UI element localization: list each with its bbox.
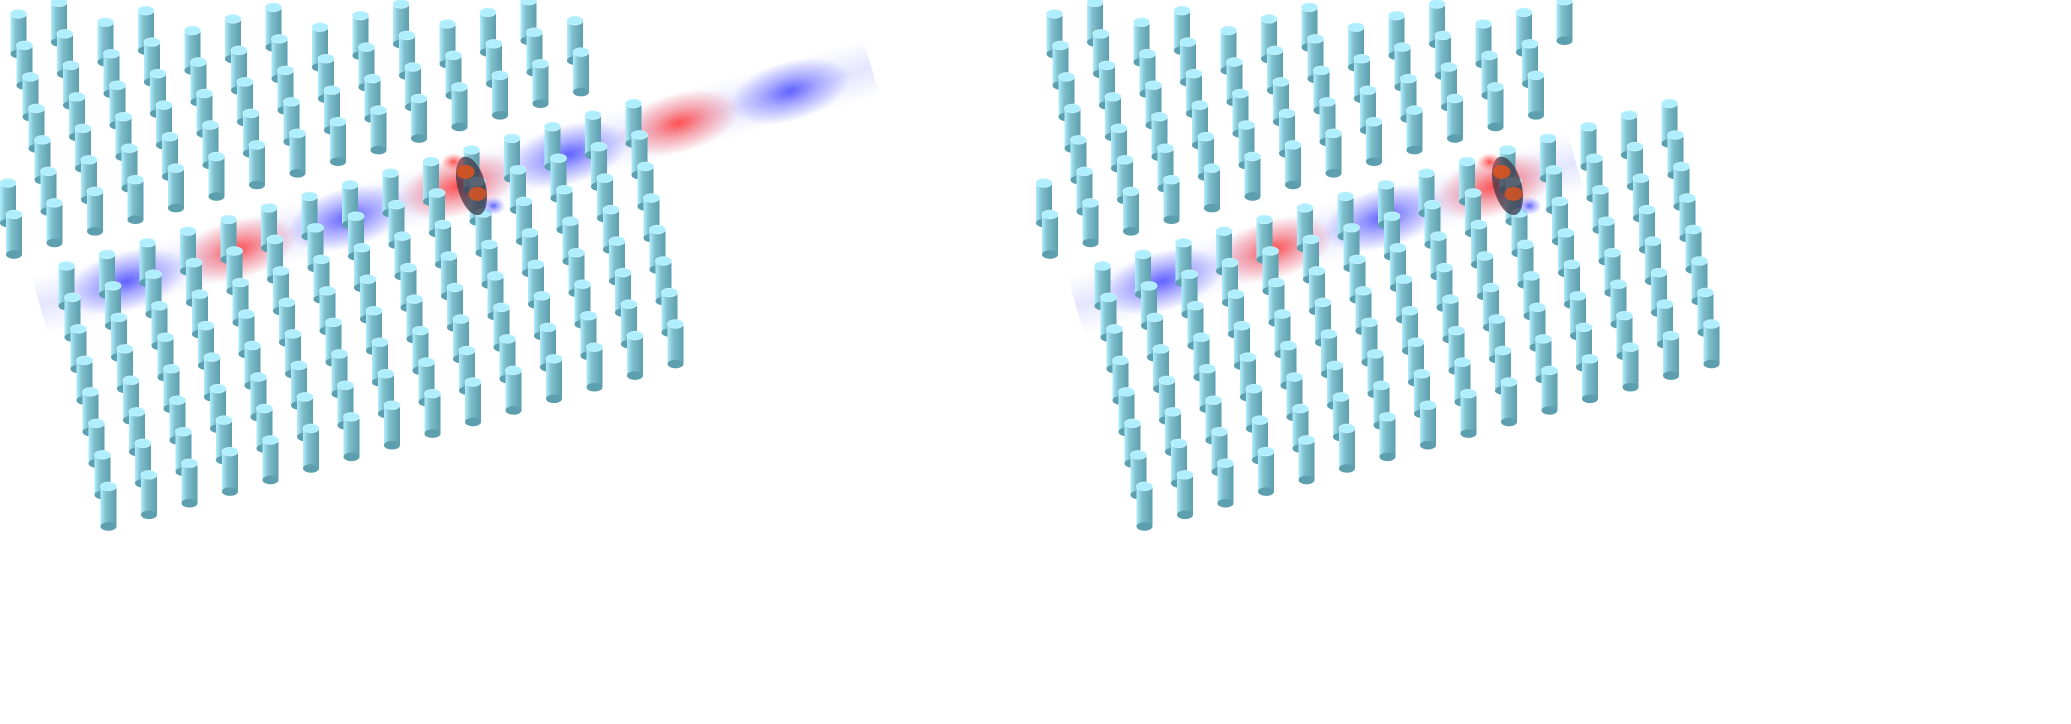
rod-pillar bbox=[208, 151, 225, 201]
rod-pillar bbox=[1176, 470, 1194, 520]
rod-pillar bbox=[451, 82, 468, 132]
rod-pillar bbox=[329, 116, 347, 167]
rod-pillar bbox=[100, 481, 117, 531]
rod-pillar bbox=[1122, 186, 1140, 236]
rod-pillar bbox=[424, 388, 441, 438]
rod-pillar bbox=[586, 342, 603, 392]
rod-pillar bbox=[248, 140, 266, 190]
rod-pillar bbox=[464, 377, 482, 427]
lattice-illustration-right bbox=[1036, 0, 1720, 531]
rod-pillar bbox=[1379, 412, 1396, 462]
rod-pillar bbox=[86, 186, 104, 236]
rod-pillar bbox=[1163, 174, 1180, 225]
rod-pillar bbox=[1284, 140, 1302, 190]
rod-pillar bbox=[1556, 0, 1573, 46]
rod-pillar bbox=[127, 174, 144, 225]
rod-pillar bbox=[545, 354, 563, 404]
rod-pillar bbox=[1244, 151, 1261, 201]
rod-pillar bbox=[1082, 198, 1099, 248]
rod-pillar bbox=[46, 198, 63, 248]
panel-left bbox=[0, 0, 1035, 724]
rod-pillar bbox=[1298, 435, 1315, 485]
rod-pillar bbox=[1203, 163, 1221, 213]
rod-pillar bbox=[1581, 354, 1599, 404]
rod-pillar bbox=[1446, 93, 1464, 143]
rod-pillar bbox=[167, 163, 185, 213]
rod-pillar bbox=[1136, 481, 1153, 531]
rod-pillar bbox=[626, 330, 644, 380]
rod-pillar bbox=[532, 58, 549, 109]
rod-pillar bbox=[1419, 400, 1437, 450]
rod-pillar bbox=[491, 70, 509, 120]
field-lobe-blue bbox=[729, 57, 851, 125]
lattice-front bbox=[1094, 98, 1720, 531]
rod-pillar bbox=[1112, 355, 1129, 405]
rod-pillar bbox=[410, 93, 428, 143]
rod-pillar bbox=[1217, 458, 1234, 508]
rod-pillar bbox=[667, 319, 684, 369]
lattice-back bbox=[0, 0, 590, 259]
rod-pillar bbox=[1500, 377, 1518, 427]
rod-pillar bbox=[1487, 82, 1504, 132]
rod-pillar bbox=[1257, 446, 1275, 496]
rod-pillar bbox=[1703, 319, 1720, 369]
rod-pillar bbox=[370, 105, 387, 155]
lattice-back bbox=[1036, 0, 1573, 259]
rod-pillar bbox=[181, 458, 198, 508]
rod-pillar bbox=[1338, 423, 1356, 473]
rod-pillar bbox=[221, 446, 239, 496]
rod-pillar bbox=[262, 435, 279, 485]
lattice-illustration-left bbox=[0, 0, 880, 531]
rod-pillar bbox=[1365, 116, 1383, 167]
rod-pillar bbox=[1527, 70, 1545, 120]
rod-pillar bbox=[1041, 209, 1059, 259]
rod-pillar bbox=[302, 423, 320, 473]
field-lobe-red bbox=[619, 89, 740, 157]
rod-pillar bbox=[1185, 68, 1203, 118]
rod-pillar bbox=[140, 470, 158, 520]
rod-pillar bbox=[1406, 105, 1423, 155]
rod-pillar bbox=[1325, 128, 1342, 178]
rod-pillar bbox=[343, 412, 360, 462]
rod-pillar bbox=[5, 209, 23, 259]
defect-cavity bbox=[441, 152, 506, 216]
rod-pillar bbox=[1622, 342, 1639, 392]
rod-pillar bbox=[1460, 388, 1477, 438]
rod-pillar bbox=[1541, 365, 1558, 415]
lattice-front bbox=[58, 98, 684, 531]
rod-pillar bbox=[289, 128, 306, 178]
rod-pillar bbox=[1662, 330, 1680, 380]
panel-right bbox=[1036, 0, 2071, 724]
rod-pillar bbox=[505, 365, 522, 415]
defect-cavity bbox=[1477, 152, 1542, 216]
rod-pillar bbox=[572, 47, 590, 97]
rod-pillar bbox=[383, 400, 401, 450]
